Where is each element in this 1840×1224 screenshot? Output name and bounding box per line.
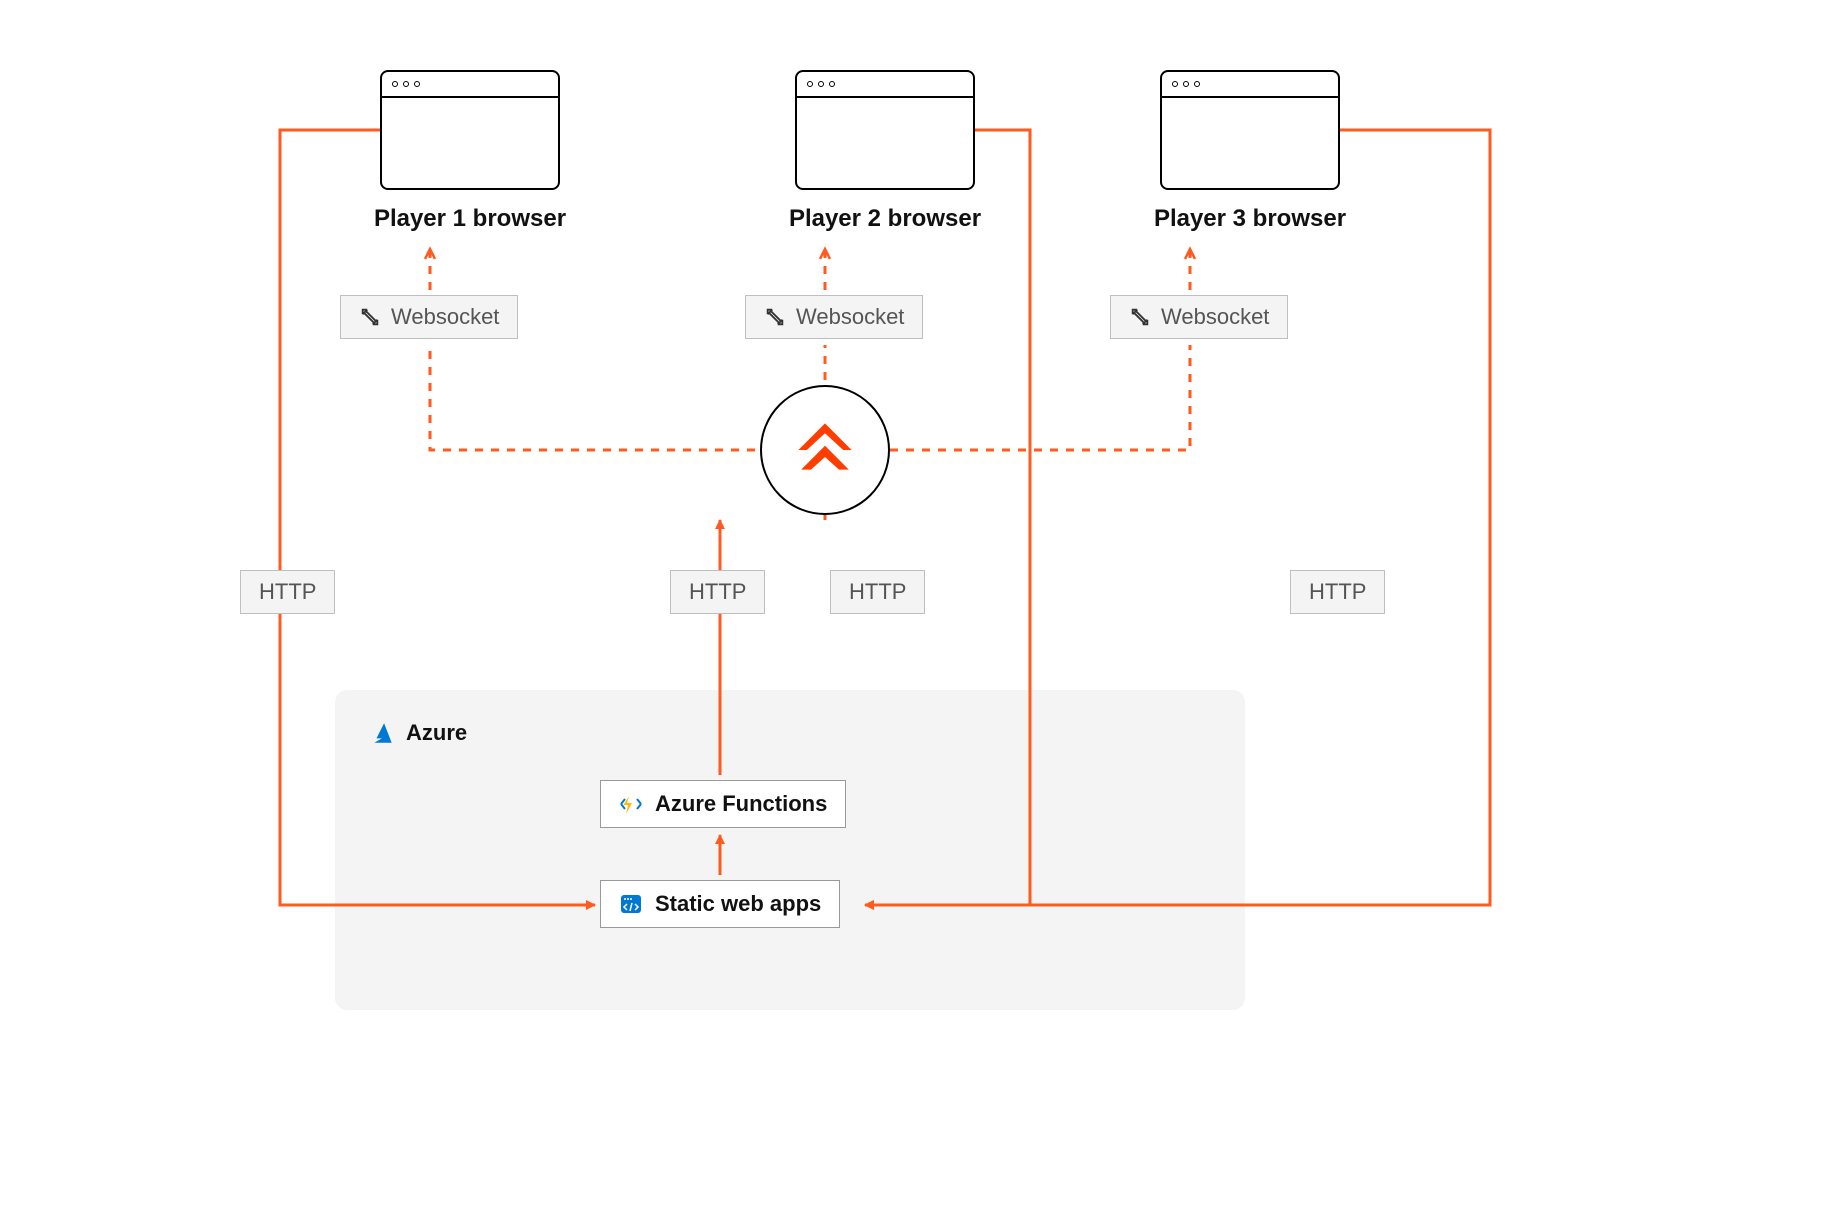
hub-logo-icon <box>790 415 860 485</box>
browser-node-p1 <box>380 70 560 190</box>
azure-functions-label: Azure Functions <box>655 791 827 817</box>
browser-label-p1: Player 1 browser <box>340 205 600 233</box>
http-label: HTTP <box>259 579 316 605</box>
browser-label-p3: Player 3 browser <box>1120 205 1380 233</box>
http-label: HTTP <box>849 579 906 605</box>
http-pill: HTTP <box>240 570 335 614</box>
realtime-hub-node <box>760 385 890 515</box>
websocket-pill: Websocket <box>1110 295 1288 339</box>
http-pill: HTTP <box>670 570 765 614</box>
browser-window-icon <box>1160 70 1340 190</box>
websocket-label: Websocket <box>391 304 499 330</box>
websocket-icon <box>1129 306 1151 328</box>
azure-functions-icon <box>619 792 643 816</box>
azure-functions-node: Azure Functions <box>600 780 846 828</box>
azure-region-text: Azure <box>406 720 467 746</box>
websocket-pill: Websocket <box>340 295 518 339</box>
http-label: HTTP <box>1309 579 1366 605</box>
azure-region-label: Azure <box>370 720 467 746</box>
azure-icon <box>370 720 396 746</box>
edge-dashed <box>890 345 1190 450</box>
browser-label-p2: Player 2 browser <box>755 205 1015 233</box>
http-pill: HTTP <box>830 570 925 614</box>
http-label: HTTP <box>689 579 746 605</box>
browser-window-icon <box>795 70 975 190</box>
websocket-icon <box>359 306 381 328</box>
browser-node-p3 <box>1160 70 1340 190</box>
websocket-label: Websocket <box>1161 304 1269 330</box>
azure-region <box>335 690 1245 1010</box>
websocket-icon <box>764 306 786 328</box>
browser-window-icon <box>380 70 560 190</box>
static-web-apps-icon <box>619 892 643 916</box>
websocket-label: Websocket <box>796 304 904 330</box>
websocket-pill: Websocket <box>745 295 923 339</box>
browser-node-p2 <box>795 70 975 190</box>
architecture-diagram: Player 1 browser Player 2 browser Player… <box>240 0 1600 1040</box>
edge-dashed <box>430 345 755 450</box>
http-pill: HTTP <box>1290 570 1385 614</box>
static-web-apps-node: Static web apps <box>600 880 840 928</box>
static-web-apps-label: Static web apps <box>655 891 821 917</box>
